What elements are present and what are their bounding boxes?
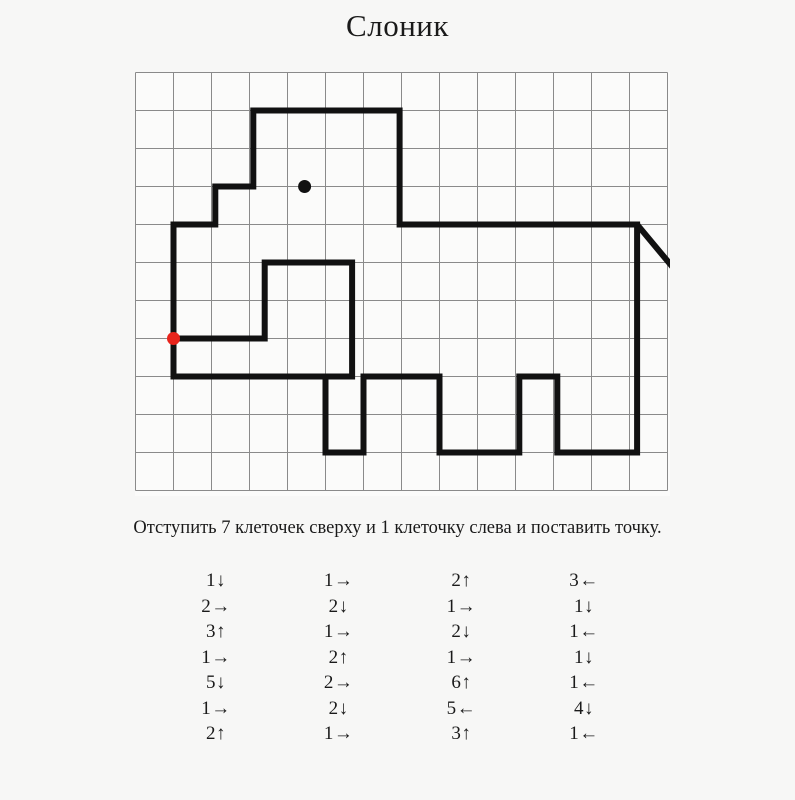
move-step: 2↑	[206, 723, 226, 744]
move-step: 3←	[569, 570, 599, 591]
move-step: 6↑	[451, 672, 472, 693]
move-step: 1↓	[206, 570, 226, 591]
move-step: 1→	[323, 723, 354, 744]
move-step: 2→	[323, 672, 354, 693]
move-step: 5←	[446, 697, 477, 719]
moves-column-1: 1↓ 2→ 3↑ 1→ 5↓ 1→ 2↑	[170, 568, 262, 747]
move-step: 2↓	[328, 697, 349, 719]
move-step: 1→	[323, 621, 354, 642]
move-step: 1→	[201, 697, 231, 719]
moves-column-4: 3← 1↓ 1← 1↓ 1← 4↓ 1←	[538, 568, 630, 747]
elephant-tail-line	[634, 221, 670, 269]
move-step: 1→	[323, 570, 354, 591]
elephant-figure	[170, 107, 670, 456]
eye-dot	[298, 180, 312, 193]
move-step: 2↑	[328, 646, 349, 668]
move-step: 1→	[446, 646, 477, 668]
move-step: 3↑	[206, 621, 226, 642]
move-step: 2→	[201, 595, 231, 617]
instruction-text: Отступить 7 клеточек сверху и 1 клеточку…	[133, 518, 662, 538]
move-step: 4↓	[573, 697, 594, 719]
move-step: 1←	[569, 723, 599, 744]
move-step: 1→	[201, 646, 231, 668]
move-step: 3↑	[451, 723, 472, 744]
moves-list: 1↓ 2→ 3↑ 1→ 5↓ 1→ 2↑ 1→ 2↓ 1→ 2↑ 2→ 2↓ 1→ 2↑ 1→ 2↓ 1→ 6↑ 5←…	[170, 568, 630, 747]
page-title: Слоник	[346, 8, 449, 43]
move-step: 2↑	[451, 570, 472, 591]
move-step: 2↓	[451, 621, 472, 642]
elephant-outline-path	[170, 107, 641, 456]
dictation-grid-svg	[135, 72, 670, 496]
move-step: 1←	[569, 621, 599, 642]
move-step: 1↓	[573, 595, 594, 617]
moves-column-3: 2↑ 1→ 2↓ 1→ 6↑ 5← 3↑	[415, 568, 507, 747]
moves-column-2: 1→ 2↓ 1→ 2↑ 2→ 2↓ 1→	[293, 568, 385, 747]
move-step: 1←	[569, 672, 599, 693]
grid-drawing-area	[135, 72, 670, 496]
move-step: 1↓	[573, 646, 594, 668]
move-step: 2↓	[328, 595, 349, 617]
start-point-dot	[167, 332, 180, 345]
move-step: 1→	[446, 595, 477, 617]
move-step: 5↓	[206, 672, 226, 693]
